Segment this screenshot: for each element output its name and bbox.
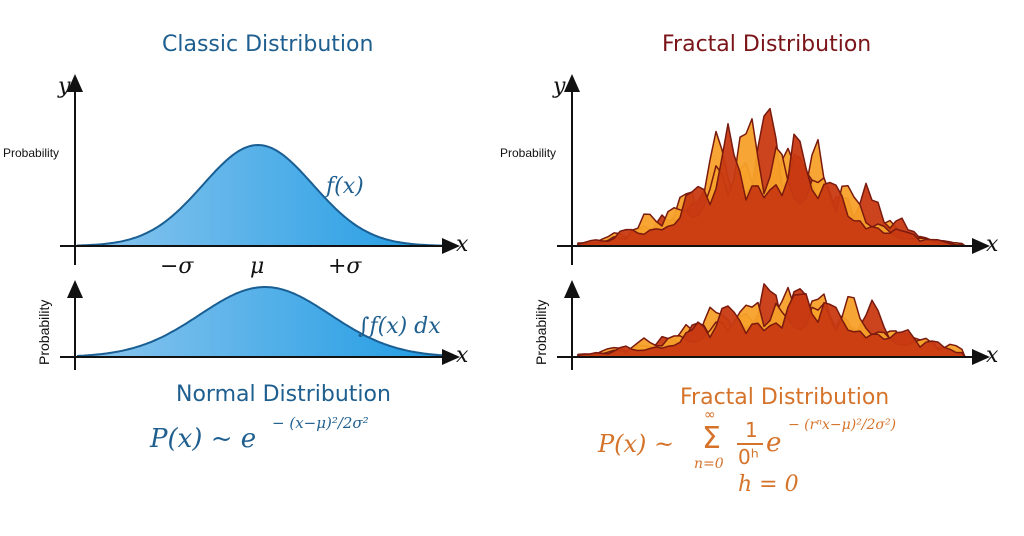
fractal-formula-lhs: P(x) ~ (598, 430, 675, 458)
left-subtitle: Normal Distribution (176, 382, 391, 407)
normal-curve-bottom (77, 286, 451, 358)
left-top-ylabel: Probability (3, 146, 60, 160)
left-bottom-ylabel: Probability (36, 299, 52, 365)
right-subtitle: Fractal Distribution (680, 385, 890, 410)
bell-area (77, 286, 451, 358)
normal-curve-top (77, 143, 451, 247)
right-y-axis-label: y (553, 74, 566, 99)
fraction-denominator: 0ʰ (738, 445, 759, 469)
tick-minus-sigma: −σ (160, 254, 194, 279)
fractal-layer (577, 122, 966, 247)
right-top-ylabel: Probability (500, 146, 557, 160)
normal-formula-exponent: − (x−μ)²/2σ² (272, 414, 369, 432)
left-x-axis-label-bottom: x (456, 343, 469, 368)
sum-lower-limit: n=0 (694, 456, 724, 472)
fractal-formula-exponent: − (rⁿx−μ)²/2σ²) (788, 417, 897, 433)
bell-area (77, 143, 451, 247)
fraction-numerator: 1 (745, 418, 758, 442)
left-title: Classic Distribution (162, 32, 374, 57)
integral-label: ∫f(x) dx (358, 314, 441, 339)
axes (60, 74, 990, 370)
h-equals-zero: h = 0 (738, 472, 799, 497)
normal-formula-lhs: P(x) ~ e (150, 424, 257, 454)
fractal-curve-bottom (577, 283, 966, 358)
sum-sign: Σ (702, 421, 721, 456)
left-x-axis-label-top: x (456, 232, 469, 257)
curve-label: f(x) (326, 174, 364, 199)
right-bottom-ylabel: Probability (533, 299, 549, 365)
sum-upper-limit: ∞ (704, 407, 716, 423)
left-y-axis-label: y (58, 74, 71, 99)
fractal-layer (577, 293, 966, 358)
fractal-curve-top (577, 107, 966, 247)
tick-plus-sigma: +σ (328, 254, 362, 279)
formula-e: e (766, 428, 782, 458)
tick-mu: μ (250, 254, 265, 279)
right-x-axis-label-bottom: x (986, 343, 999, 368)
fraction-bar (737, 443, 763, 445)
right-title: Fractal Distribution (662, 32, 872, 57)
right-x-axis-label-top: x (986, 232, 999, 257)
